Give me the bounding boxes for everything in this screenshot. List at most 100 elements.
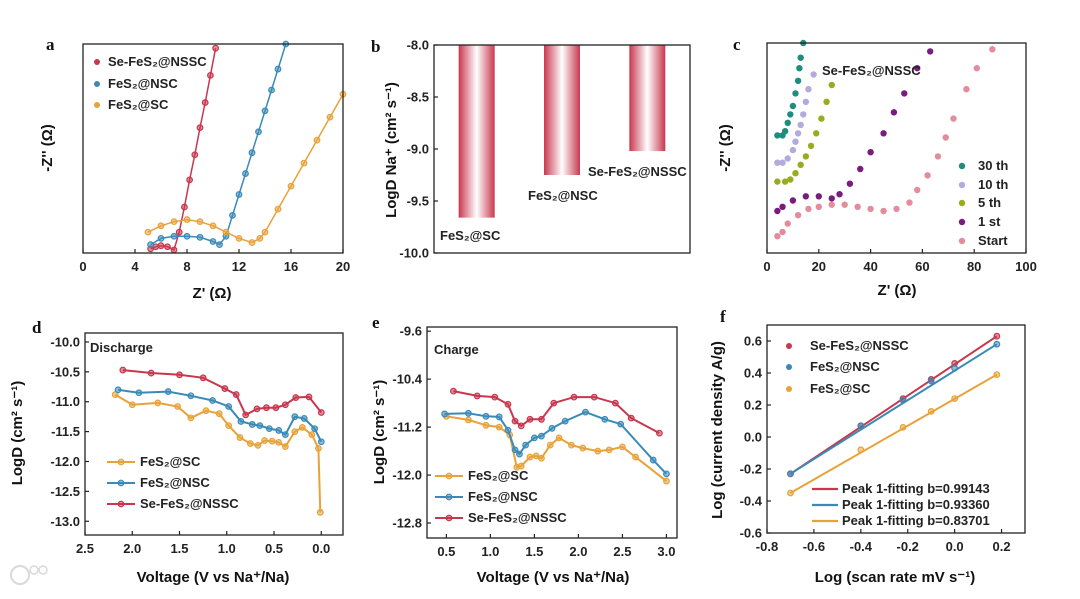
data-point	[235, 234, 243, 242]
data-point	[209, 397, 216, 404]
data-point	[144, 228, 152, 236]
data-point	[784, 155, 791, 162]
data-point	[906, 199, 913, 206]
data-point	[601, 415, 609, 423]
data-point	[517, 462, 525, 470]
data-point	[256, 422, 264, 430]
data-point	[212, 44, 220, 52]
panel-letter-d: d	[32, 318, 42, 337]
legend-label: 30 th	[978, 158, 1008, 173]
data-point	[582, 408, 589, 416]
data-point	[298, 424, 306, 431]
data-point	[175, 228, 183, 236]
data-point	[491, 393, 499, 401]
series-nsc	[441, 408, 670, 478]
series-sc	[111, 391, 324, 516]
data-point	[857, 446, 865, 454]
fit-line	[789, 343, 998, 475]
data-point	[311, 425, 319, 433]
legend-marker	[445, 472, 453, 480]
data-point	[792, 138, 799, 145]
data-point	[813, 130, 820, 137]
legend-marker	[958, 237, 966, 245]
data-point	[128, 401, 136, 409]
data-point	[950, 115, 957, 122]
data-point	[815, 193, 822, 200]
y-tick-label: 0.4	[744, 366, 763, 381]
data-point	[305, 393, 313, 401]
data-point	[225, 422, 233, 430]
data-point	[807, 142, 815, 150]
data-point	[316, 508, 324, 516]
data-point	[836, 191, 843, 198]
data-point	[779, 228, 786, 236]
series-line	[150, 43, 287, 246]
data-point	[187, 392, 195, 400]
data-point	[538, 454, 545, 462]
x-tick-label: -0.8	[756, 539, 778, 554]
series-nssc	[450, 387, 663, 437]
legend-label: 1 st	[978, 214, 1001, 229]
data-point	[261, 228, 269, 236]
panel-letter-f: f	[720, 307, 726, 326]
data-point	[797, 121, 804, 129]
data-point	[261, 107, 269, 115]
data-point	[170, 218, 178, 226]
x-tick-label: 80	[967, 259, 981, 274]
x-tick-label: 12	[232, 259, 246, 274]
x-axis-title: Voltage (V vs Na⁺/Na)	[477, 569, 630, 586]
x-tick-label: 0.5	[265, 541, 283, 556]
data-point	[495, 413, 503, 421]
data-point	[216, 241, 223, 249]
panel-letter-e: e	[372, 313, 380, 332]
data-point	[880, 130, 887, 137]
x-tick-label: 1.0	[481, 544, 499, 559]
legend-label: Se-FeS₂@NSSC	[140, 496, 239, 511]
data-point	[546, 441, 554, 449]
y-tick-label: 0.2	[744, 398, 762, 413]
data-point	[176, 371, 183, 379]
series-nsc	[787, 340, 1001, 478]
data-point	[265, 425, 273, 433]
data-point	[797, 54, 804, 61]
data-point	[548, 424, 556, 432]
data-point	[504, 426, 512, 434]
data-point	[235, 191, 243, 198]
data-point	[901, 90, 908, 97]
data-point	[787, 176, 794, 183]
data-point	[495, 423, 503, 431]
panel-annotation: Discharge	[90, 340, 153, 355]
legend-marker	[117, 458, 125, 466]
data-point	[274, 205, 282, 213]
x-tick-label: 1.5	[525, 544, 543, 559]
data-point	[135, 389, 143, 397]
data-point	[800, 111, 807, 118]
data-point	[170, 232, 178, 240]
legend-marker	[786, 386, 792, 392]
legend-marker	[117, 500, 125, 508]
data-point	[174, 403, 182, 410]
data-point	[989, 46, 996, 53]
data-point	[914, 186, 921, 194]
data-point	[287, 182, 295, 190]
x-tick-label: 0.0	[946, 539, 964, 554]
series-sc	[144, 90, 347, 246]
legend-marker	[958, 162, 966, 170]
x-tick-label: 20	[336, 259, 350, 274]
data-point	[281, 401, 289, 409]
series-t10	[774, 71, 817, 166]
data-point	[841, 201, 848, 208]
data-point	[993, 371, 1001, 379]
x-tick-label: 20	[812, 259, 826, 274]
panel-e	[426, 326, 678, 539]
y-tick-label: -10.0	[50, 334, 80, 349]
data-point	[255, 128, 262, 136]
data-point	[550, 399, 558, 407]
data-point	[899, 396, 907, 404]
data-point	[993, 332, 1001, 340]
data-point	[183, 232, 191, 240]
data-point	[473, 392, 481, 400]
y-tick-label: -0.6	[740, 526, 762, 541]
data-point	[663, 477, 670, 485]
y-tick-label: -11.5	[51, 424, 80, 439]
